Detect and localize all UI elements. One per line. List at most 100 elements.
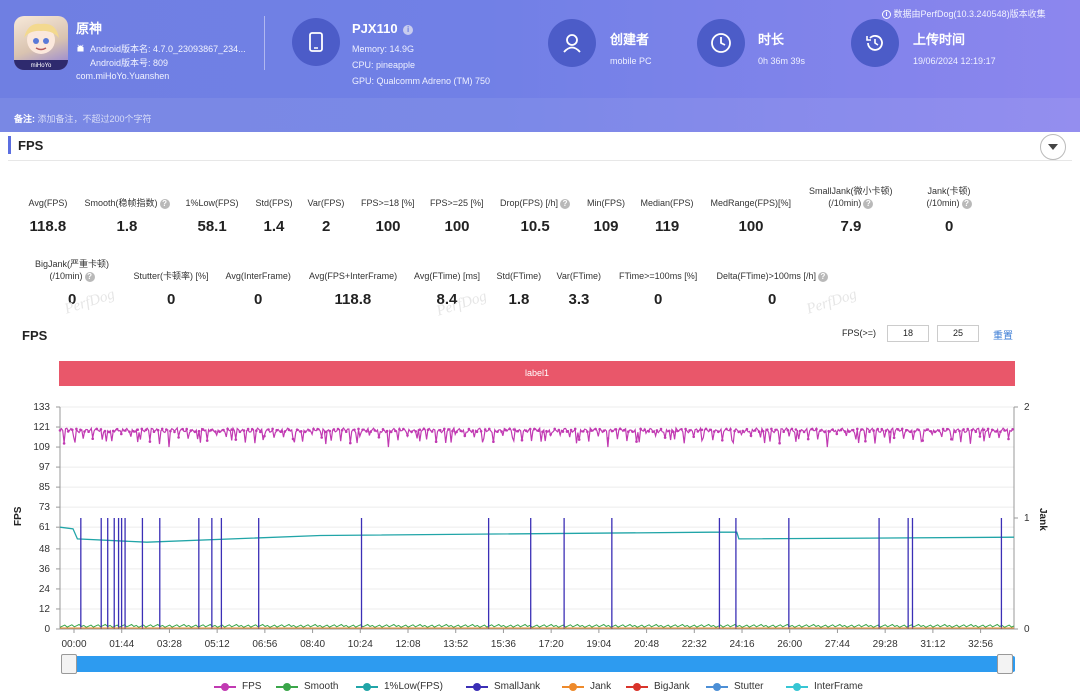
fps-data-point xyxy=(602,429,606,433)
fps-data-point xyxy=(913,430,916,433)
fps-data-point xyxy=(700,428,704,432)
fps-data-point xyxy=(295,428,299,431)
legend-item[interactable]: Jank xyxy=(562,681,611,692)
fps-data-point xyxy=(336,427,340,431)
creator-value: mobile PC xyxy=(610,56,652,66)
legend-item[interactable]: Smooth xyxy=(276,681,338,692)
note-strip xyxy=(0,98,1080,132)
fps-data-point xyxy=(888,430,892,434)
fps-data-point xyxy=(1007,437,1010,441)
fps-data-point xyxy=(169,429,172,433)
fps-data-point xyxy=(905,428,908,432)
fps-data-point xyxy=(394,429,397,433)
y-tick-label: 73 xyxy=(39,502,51,513)
fps-data-point xyxy=(58,429,62,432)
reset-button[interactable]: 重置 xyxy=(993,331,1013,342)
stat-label: SmallJank(微小卡顿) (/10min)? xyxy=(809,185,893,209)
fps-data-point xyxy=(328,429,332,433)
stat-value: 1.8 xyxy=(116,218,138,235)
collapse-toggle-button[interactable] xyxy=(1040,134,1066,160)
stat-label-text: Drop(FPS) [/h] xyxy=(500,198,559,208)
fps-data-point xyxy=(676,429,679,433)
fps-data-point xyxy=(463,434,467,438)
x-tick-label: 10:24 xyxy=(348,639,373,650)
fps-data-point xyxy=(115,427,119,431)
help-icon[interactable]: ? xyxy=(159,198,170,209)
fps-threshold-1-input[interactable]: 18 xyxy=(887,325,929,342)
slider-left-handle[interactable] xyxy=(61,654,77,674)
legend-item[interactable]: Stutter xyxy=(706,681,763,692)
help-icon[interactable]: ? xyxy=(863,198,874,209)
user-icon xyxy=(548,19,596,67)
legend-label: Stutter xyxy=(734,681,764,692)
stat-value: 7.9 xyxy=(840,218,862,235)
x-tick-label: 03:28 xyxy=(157,639,182,650)
legend-swatch xyxy=(706,682,728,691)
slider-right-handle[interactable] xyxy=(997,654,1013,674)
fps-data-point xyxy=(230,428,233,431)
fps-data-point xyxy=(876,427,879,431)
fps-data-point xyxy=(500,430,503,433)
device-memory: Memory: 14.9G xyxy=(352,44,415,54)
legend-item[interactable]: SmallJank xyxy=(466,681,540,692)
legend-item[interactable]: 1%Low(FPS) xyxy=(356,681,443,692)
fps-data-point xyxy=(99,428,103,431)
help-icon[interactable]: ? xyxy=(560,198,571,209)
stat-label: Delta(FTime)>100ms [/h]? xyxy=(717,270,828,282)
header-divider xyxy=(264,16,265,70)
fps-data-point xyxy=(152,430,156,433)
fps-data-point xyxy=(520,438,524,442)
legend-item[interactable]: InterFrame xyxy=(786,681,863,692)
stat-label: Avg(FTime) [ms] xyxy=(414,270,480,282)
fps-data-point xyxy=(737,430,740,434)
stat-label: Drop(FPS) [/h]? xyxy=(500,197,571,209)
x-tick-label: 20:48 xyxy=(634,639,659,650)
fps-data-point xyxy=(778,441,781,445)
device-name-text: PJX110 xyxy=(352,21,398,36)
help-icon[interactable]: ? xyxy=(817,271,828,282)
help-icon[interactable]: ? xyxy=(84,271,95,282)
legend-swatch xyxy=(466,682,488,691)
fps-data-point xyxy=(721,439,724,442)
fps-threshold-2-input[interactable]: 25 xyxy=(937,325,979,342)
upload-value: 19/06/2024 12:19:17 xyxy=(913,56,996,66)
fps-data-point xyxy=(541,430,544,434)
segment-label-bar[interactable]: label1 xyxy=(59,361,1015,386)
fps-data-point xyxy=(381,428,385,431)
package-name: com.miHoYo.Yuanshen xyxy=(76,71,170,81)
stat-label-text: FPS>=18 [%] xyxy=(361,198,415,208)
y-tick-label: 97 xyxy=(39,462,51,473)
fps-data-point xyxy=(1011,428,1014,431)
stat-value: 0 xyxy=(654,291,663,308)
fps-data-point xyxy=(430,430,434,433)
fps-data-point xyxy=(132,430,135,433)
fps-data-point xyxy=(892,436,896,440)
fps-data-point xyxy=(263,434,266,438)
fps-data-point xyxy=(688,429,691,432)
fps-data-point xyxy=(402,427,405,431)
fps-data-point xyxy=(639,427,642,431)
fps-data-point xyxy=(128,430,131,434)
smooth-series-line xyxy=(59,623,1015,628)
data-source: i 数据由PerfDog(10.3.240548)版本收集 xyxy=(880,7,1046,20)
note-field[interactable]: 备注: 添加备注，不超过200个字符 xyxy=(14,112,152,125)
fps-data-point xyxy=(725,427,728,431)
y2-tick-label: 2 xyxy=(1024,402,1030,413)
fps-data-point xyxy=(451,429,454,433)
fps-data-point xyxy=(684,427,687,431)
fps-data-point xyxy=(598,427,601,431)
legend-item[interactable]: BigJank xyxy=(626,681,690,692)
fps-data-point xyxy=(708,428,712,432)
help-icon[interactable]: ? xyxy=(961,198,972,209)
legend-item[interactable]: FPS xyxy=(214,681,261,692)
android-version-code: Android版本号: 809 xyxy=(90,58,169,68)
fps-data-point xyxy=(512,428,516,431)
fps-data-point xyxy=(398,428,401,431)
time-range-slider[interactable] xyxy=(61,656,1015,672)
fps-data-point xyxy=(66,430,70,433)
fps-data-point xyxy=(537,429,540,432)
fps-data-point xyxy=(279,430,283,433)
y-tick-label: 109 xyxy=(33,442,50,453)
device-cpu: CPU: pineapple xyxy=(352,60,416,70)
device-info-icon[interactable]: i xyxy=(403,24,414,35)
